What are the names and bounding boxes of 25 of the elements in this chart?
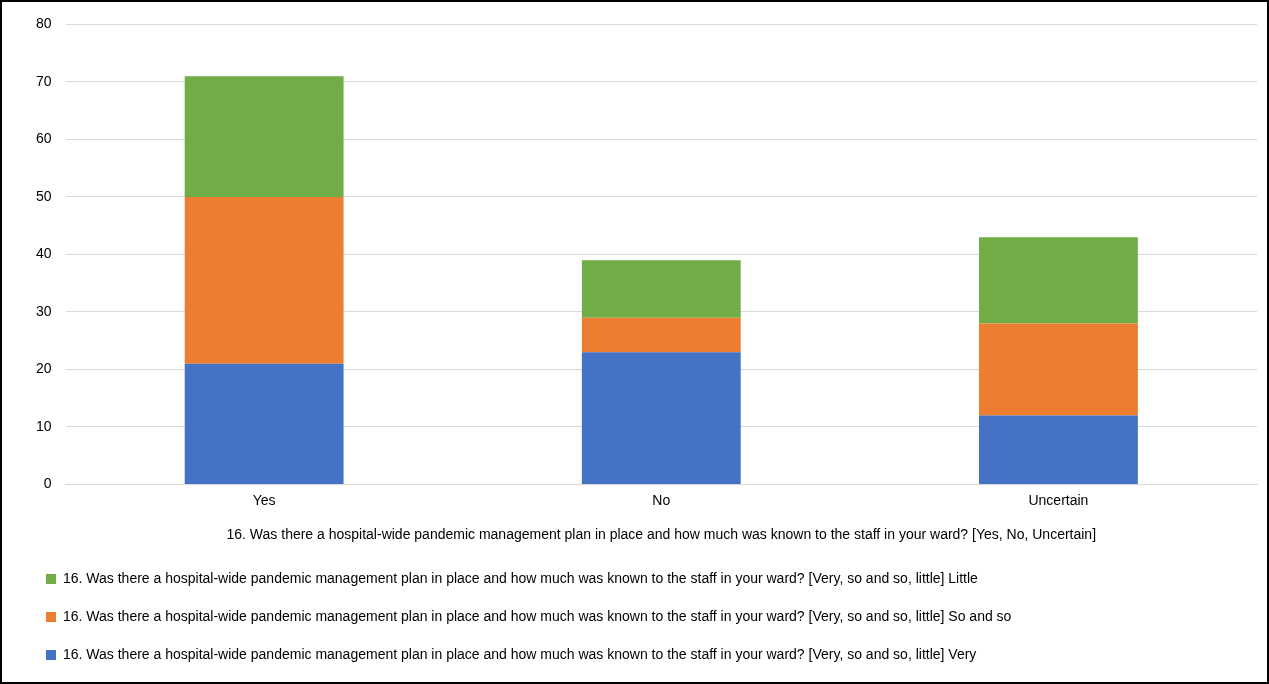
y-tick-label: 0 — [43, 475, 52, 492]
bar — [581, 352, 741, 484]
y-tick-label: 80 — [35, 15, 52, 32]
y-tick-label: 70 — [35, 72, 52, 89]
bar — [979, 323, 1138, 416]
y-tick-label: 50 — [35, 187, 52, 204]
x-axis-title: 16. Was there a hospital-wide pandemic management plan in place and how much was known to the staff in your ward? [Yes, No, Uncertain] — [226, 526, 1097, 543]
bar — [581, 260, 741, 318]
y-tick-label: 30 — [35, 302, 52, 319]
legend-label: 16. Was there a hospital-wide pandemic management plan in place and how much was known to the staff in your ward? [Very, so and so, little] Little — [63, 569, 979, 586]
bar — [979, 415, 1138, 484]
bar — [184, 363, 344, 484]
y-tick-label: 20 — [35, 360, 52, 377]
x-tick-label: Yes — [252, 491, 276, 508]
legend-label: 16. Was there a hospital-wide pandemic management plan in place and how much was known to the staff in your ward? [Very, so and so, little] So and so — [63, 607, 1012, 624]
bar — [184, 196, 344, 364]
y-tick-label: 60 — [35, 130, 52, 147]
bar — [184, 76, 344, 197]
y-tick-label: 40 — [35, 245, 52, 262]
bar — [979, 237, 1138, 324]
y-tick-label: 10 — [35, 417, 52, 434]
legend-label: 16. Was there a hospital-wide pandemic management plan in place and how much was known to the staff in your ward? [Very, so and so, little] Very — [63, 645, 977, 662]
bar — [581, 317, 741, 353]
x-tick-label: Uncertain — [1028, 491, 1089, 508]
x-tick-label: No — [652, 491, 671, 508]
